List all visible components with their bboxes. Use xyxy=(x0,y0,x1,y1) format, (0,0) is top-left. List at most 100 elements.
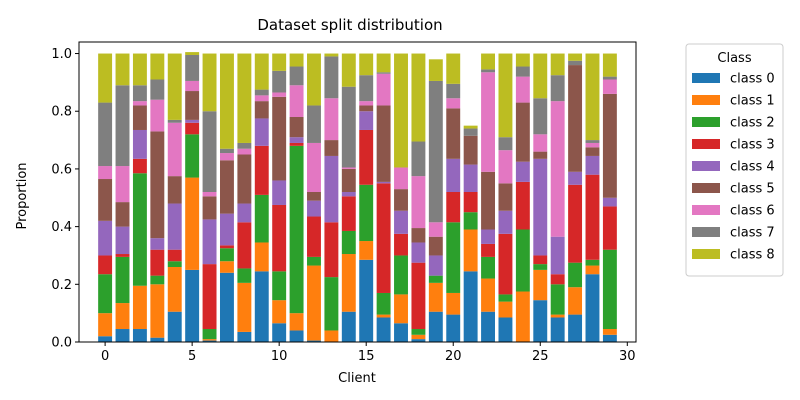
bar-client-4-class-8 xyxy=(167,53,182,120)
bar-client-12-class-7 xyxy=(307,105,321,143)
bar-client-20-class-2 xyxy=(446,222,461,293)
bar-client-13-class-6 xyxy=(324,98,339,141)
bar-client-18-class-5 xyxy=(411,228,426,243)
bar-client-17-class-2 xyxy=(394,255,408,295)
legend-label-2: class 2 xyxy=(730,116,775,131)
bar-client-2-class-1 xyxy=(132,285,147,330)
bar-client-23-class-7 xyxy=(498,137,513,151)
bar-client-8-class-1 xyxy=(237,282,252,332)
bar-client-16-class-8 xyxy=(376,53,391,73)
bar-client-4-class-7 xyxy=(167,119,182,123)
bar-client-17-class-8 xyxy=(394,53,408,168)
bar-client-9-class-0 xyxy=(254,271,269,342)
legend-label-8: class 8 xyxy=(730,248,775,263)
bar-client-24-class-5 xyxy=(515,102,530,162)
bar-client-16-class-4 xyxy=(376,181,391,184)
bar-client-5-class-1 xyxy=(185,177,200,270)
bar-client-16-class-0 xyxy=(376,317,391,342)
bar-client-25-class-6 xyxy=(533,134,548,152)
bar-client-14-class-1 xyxy=(341,254,356,312)
bar-client-9-class-4 xyxy=(254,118,269,146)
bar-client-27-class-0 xyxy=(568,314,583,342)
bar-client-5-class-0 xyxy=(185,269,200,342)
bar-client-20-class-8 xyxy=(446,53,461,84)
bar-client-23-class-2 xyxy=(498,294,513,302)
x-tick-label: 30 xyxy=(619,349,636,364)
bar-client-17-class-1 xyxy=(394,294,408,324)
chart-title: Dataset split distribution xyxy=(257,16,442,34)
bar-client-0-class-2 xyxy=(98,274,113,314)
bar-client-27-class-3 xyxy=(568,184,583,263)
bar-client-16-class-5 xyxy=(376,105,391,182)
bar-client-28-class-0 xyxy=(585,274,600,342)
bar-client-27-class-8 xyxy=(568,53,583,61)
bar-client-2-class-6 xyxy=(132,101,147,106)
bar-client-11-class-7 xyxy=(289,66,304,86)
bar-client-21-class-5 xyxy=(463,135,478,165)
bar-client-17-class-4 xyxy=(394,210,408,234)
y-tick-label: 0.6 xyxy=(51,162,72,177)
bar-client-10-class-4 xyxy=(272,180,287,205)
bar-client-3-class-3 xyxy=(150,249,165,276)
bar-client-21-class-0 xyxy=(463,271,478,342)
bar-client-4-class-2 xyxy=(167,261,182,267)
bar-client-26-class-8 xyxy=(550,53,565,76)
legend-swatch-1 xyxy=(692,95,720,105)
bar-client-18-class-3 xyxy=(411,262,426,330)
bars-group xyxy=(98,52,617,342)
bar-client-15-class-0 xyxy=(359,259,374,342)
bar-client-2-class-8 xyxy=(132,53,147,86)
bar-client-11-class-8 xyxy=(289,53,304,67)
axes-group: 0 5 10 15 20 25 30 0.0 0.2 0.4 0.6 0.8 1.0 xyxy=(51,41,637,364)
bar-client-22-class-8 xyxy=(481,53,495,70)
bar-client-14-class-2 xyxy=(341,230,356,255)
bar-client-15-class-8 xyxy=(359,53,374,76)
bar-client-10-class-2 xyxy=(272,271,287,301)
bar-client-23-class-8 xyxy=(498,53,513,138)
bar-client-6-class-7 xyxy=(202,111,217,192)
bar-client-29-class-4 xyxy=(602,197,617,207)
bar-client-4-class-3 xyxy=(167,249,182,262)
bar-client-1-class-8 xyxy=(115,53,130,86)
y-tick-label: 1.0 xyxy=(51,47,72,62)
bar-client-3-class-0 xyxy=(150,337,165,342)
bar-client-10-class-1 xyxy=(272,300,287,324)
bar-client-21-class-1 xyxy=(463,229,478,272)
bar-client-8-class-5 xyxy=(237,154,252,204)
bar-client-19-class-7 xyxy=(428,80,443,223)
bar-client-20-class-5 xyxy=(446,108,461,159)
legend-label-3: class 3 xyxy=(730,138,775,153)
bar-client-3-class-7 xyxy=(150,79,165,100)
bar-client-11-class-4 xyxy=(289,137,304,143)
bar-client-9-class-7 xyxy=(254,89,269,96)
legend-label-1: class 1 xyxy=(730,94,775,109)
bar-client-5-class-6 xyxy=(185,80,200,92)
bar-client-21-class-3 xyxy=(463,192,478,213)
bar-client-9-class-3 xyxy=(254,145,269,195)
bar-client-1-class-2 xyxy=(115,256,130,304)
bar-client-7-class-4 xyxy=(219,213,234,246)
bar-client-8-class-0 xyxy=(237,331,252,342)
bar-client-7-class-3 xyxy=(219,245,234,249)
bar-client-20-class-6 xyxy=(446,98,461,109)
bar-client-14-class-6 xyxy=(341,167,356,169)
bar-client-26-class-7 xyxy=(550,75,565,102)
bar-client-29-class-3 xyxy=(602,206,617,250)
bar-client-26-class-3 xyxy=(550,274,565,285)
bar-client-17-class-3 xyxy=(394,233,408,256)
bar-client-0-class-7 xyxy=(98,102,113,167)
bar-client-2-class-4 xyxy=(132,129,147,159)
bar-client-1-class-1 xyxy=(115,303,130,330)
bar-client-11-class-2 xyxy=(289,145,304,314)
bar-client-9-class-8 xyxy=(254,53,269,90)
bar-client-23-class-4 xyxy=(498,210,513,234)
legend-swatch-2 xyxy=(692,117,720,127)
bar-client-27-class-4 xyxy=(568,171,583,185)
bar-client-15-class-1 xyxy=(359,241,374,260)
bar-client-22-class-3 xyxy=(481,243,495,257)
bar-client-6-class-4 xyxy=(202,219,217,265)
bar-client-16-class-7 xyxy=(376,72,391,74)
x-tick-label: 15 xyxy=(358,349,375,364)
bar-client-16-class-3 xyxy=(376,183,391,293)
